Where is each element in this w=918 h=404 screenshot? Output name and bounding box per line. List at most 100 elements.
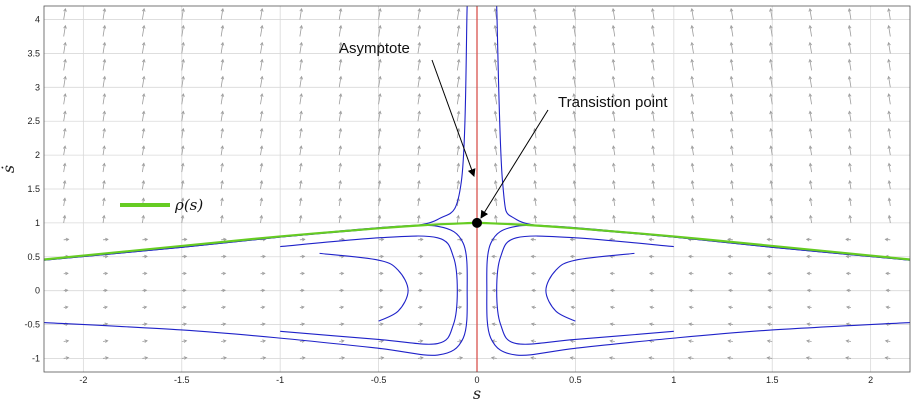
- field-arrow-head: [181, 145, 185, 150]
- field-arrow-head: [141, 41, 146, 46]
- field-arrow: [573, 76, 576, 88]
- field-arrow: [142, 8, 145, 20]
- field-arrow-head: [608, 356, 613, 360]
- field-arrow: [652, 163, 655, 173]
- field-arrow-head: [887, 145, 892, 150]
- field-arrow: [220, 76, 224, 88]
- field-arrow: [727, 357, 733, 359]
- field-arrow: [102, 8, 106, 20]
- field-arrow-head: [884, 356, 889, 360]
- field-arrow-head: [769, 24, 773, 29]
- field-arrow-head: [456, 58, 461, 63]
- field-arrow: [494, 163, 498, 173]
- field-arrow: [494, 8, 498, 20]
- field-arrow-head: [609, 322, 614, 326]
- field-arrow: [142, 163, 145, 173]
- field-arrow-head: [102, 214, 106, 219]
- field-arrow-head: [845, 254, 850, 259]
- field-arrow: [888, 93, 891, 105]
- field-arrow: [63, 215, 66, 223]
- field-arrow-head: [377, 197, 382, 202]
- field-arrow-head: [808, 24, 813, 29]
- field-arrow-head: [379, 288, 384, 293]
- field-arrow-head: [301, 254, 306, 259]
- y-tick-label: 2: [35, 150, 40, 160]
- field-arrow: [102, 146, 105, 156]
- field-arrow-head: [533, 197, 537, 202]
- field-arrow-head: [688, 322, 693, 326]
- field-arrow-head: [259, 145, 264, 150]
- field-arrow: [731, 163, 734, 173]
- field-arrow: [260, 163, 263, 173]
- field-arrow-head: [417, 41, 422, 46]
- field-arrow-head: [493, 110, 498, 115]
- field-arrow-head: [63, 110, 67, 115]
- field-arrow: [63, 25, 66, 37]
- field-arrow-head: [611, 93, 616, 97]
- field-arrow: [181, 42, 184, 54]
- field-arrow-head: [805, 356, 810, 360]
- field-arrow: [612, 111, 616, 122]
- field-arrow-head: [299, 24, 303, 29]
- field-arrow: [730, 59, 734, 71]
- field-arrow-head: [456, 145, 461, 150]
- field-arrow: [534, 146, 537, 156]
- field-arrow: [809, 128, 812, 139]
- field-arrow: [181, 128, 184, 139]
- field-arrow-head: [609, 339, 614, 343]
- x-axis-ticks: -2 -1.5 -1 -0.5 0 0.5 1 1.5 2: [79, 375, 873, 385]
- field-arrow-head: [299, 110, 303, 115]
- field-arrow: [649, 357, 655, 359]
- field-arrow: [63, 128, 66, 139]
- field-arrow: [220, 180, 223, 190]
- field-arrow: [495, 215, 498, 223]
- field-arrow: [417, 357, 423, 359]
- field-arrow: [534, 111, 537, 122]
- field-arrow: [417, 215, 420, 223]
- field-arrow: [181, 111, 184, 122]
- field-arrow-head: [651, 127, 655, 132]
- field-arrow: [102, 76, 106, 88]
- field-arrow-head: [299, 41, 303, 46]
- field-arrow-head: [63, 75, 67, 80]
- field-arrow: [731, 215, 734, 223]
- field-arrow: [494, 146, 498, 156]
- field-arrow: [806, 357, 812, 359]
- field-arrow-head: [611, 41, 616, 46]
- field-arrow-head: [769, 145, 773, 150]
- field-arrow: [691, 25, 694, 37]
- field-arrow-head: [572, 110, 576, 115]
- field-arrow-head: [493, 75, 498, 80]
- field-arrow-head: [690, 180, 695, 184]
- field-arrow: [456, 163, 460, 173]
- field-arrow: [691, 146, 694, 156]
- field-arrow: [181, 215, 184, 223]
- field-arrow-head: [848, 214, 852, 219]
- field-arrow-head: [141, 7, 146, 12]
- field-arrow: [417, 146, 420, 156]
- field-arrow-head: [456, 7, 461, 12]
- field-arrow-head: [300, 305, 305, 310]
- field-arrow: [378, 93, 381, 105]
- field-arrow-head: [688, 305, 693, 310]
- y-tick-label: -0.5: [24, 320, 40, 330]
- field-arrow: [181, 180, 184, 190]
- field-arrow-head: [64, 288, 69, 293]
- field-arrow: [181, 59, 184, 71]
- field-arrow: [809, 42, 812, 54]
- field-arrow: [613, 215, 616, 223]
- field-arrow-head: [299, 145, 303, 150]
- field-arrow: [652, 42, 655, 54]
- field-arrow-head: [102, 58, 107, 63]
- field-arrow: [612, 146, 616, 156]
- field-arrow: [456, 42, 460, 54]
- field-arrow-head: [378, 58, 382, 63]
- y-axis-label: ṡ: [0, 165, 18, 173]
- field-arrow: [612, 25, 616, 37]
- field-arrow-head: [419, 339, 424, 343]
- y-tick-label: -1: [32, 353, 40, 363]
- field-arrow: [220, 198, 223, 207]
- field-arrow-head: [260, 41, 264, 46]
- field-arrow-head: [105, 237, 109, 242]
